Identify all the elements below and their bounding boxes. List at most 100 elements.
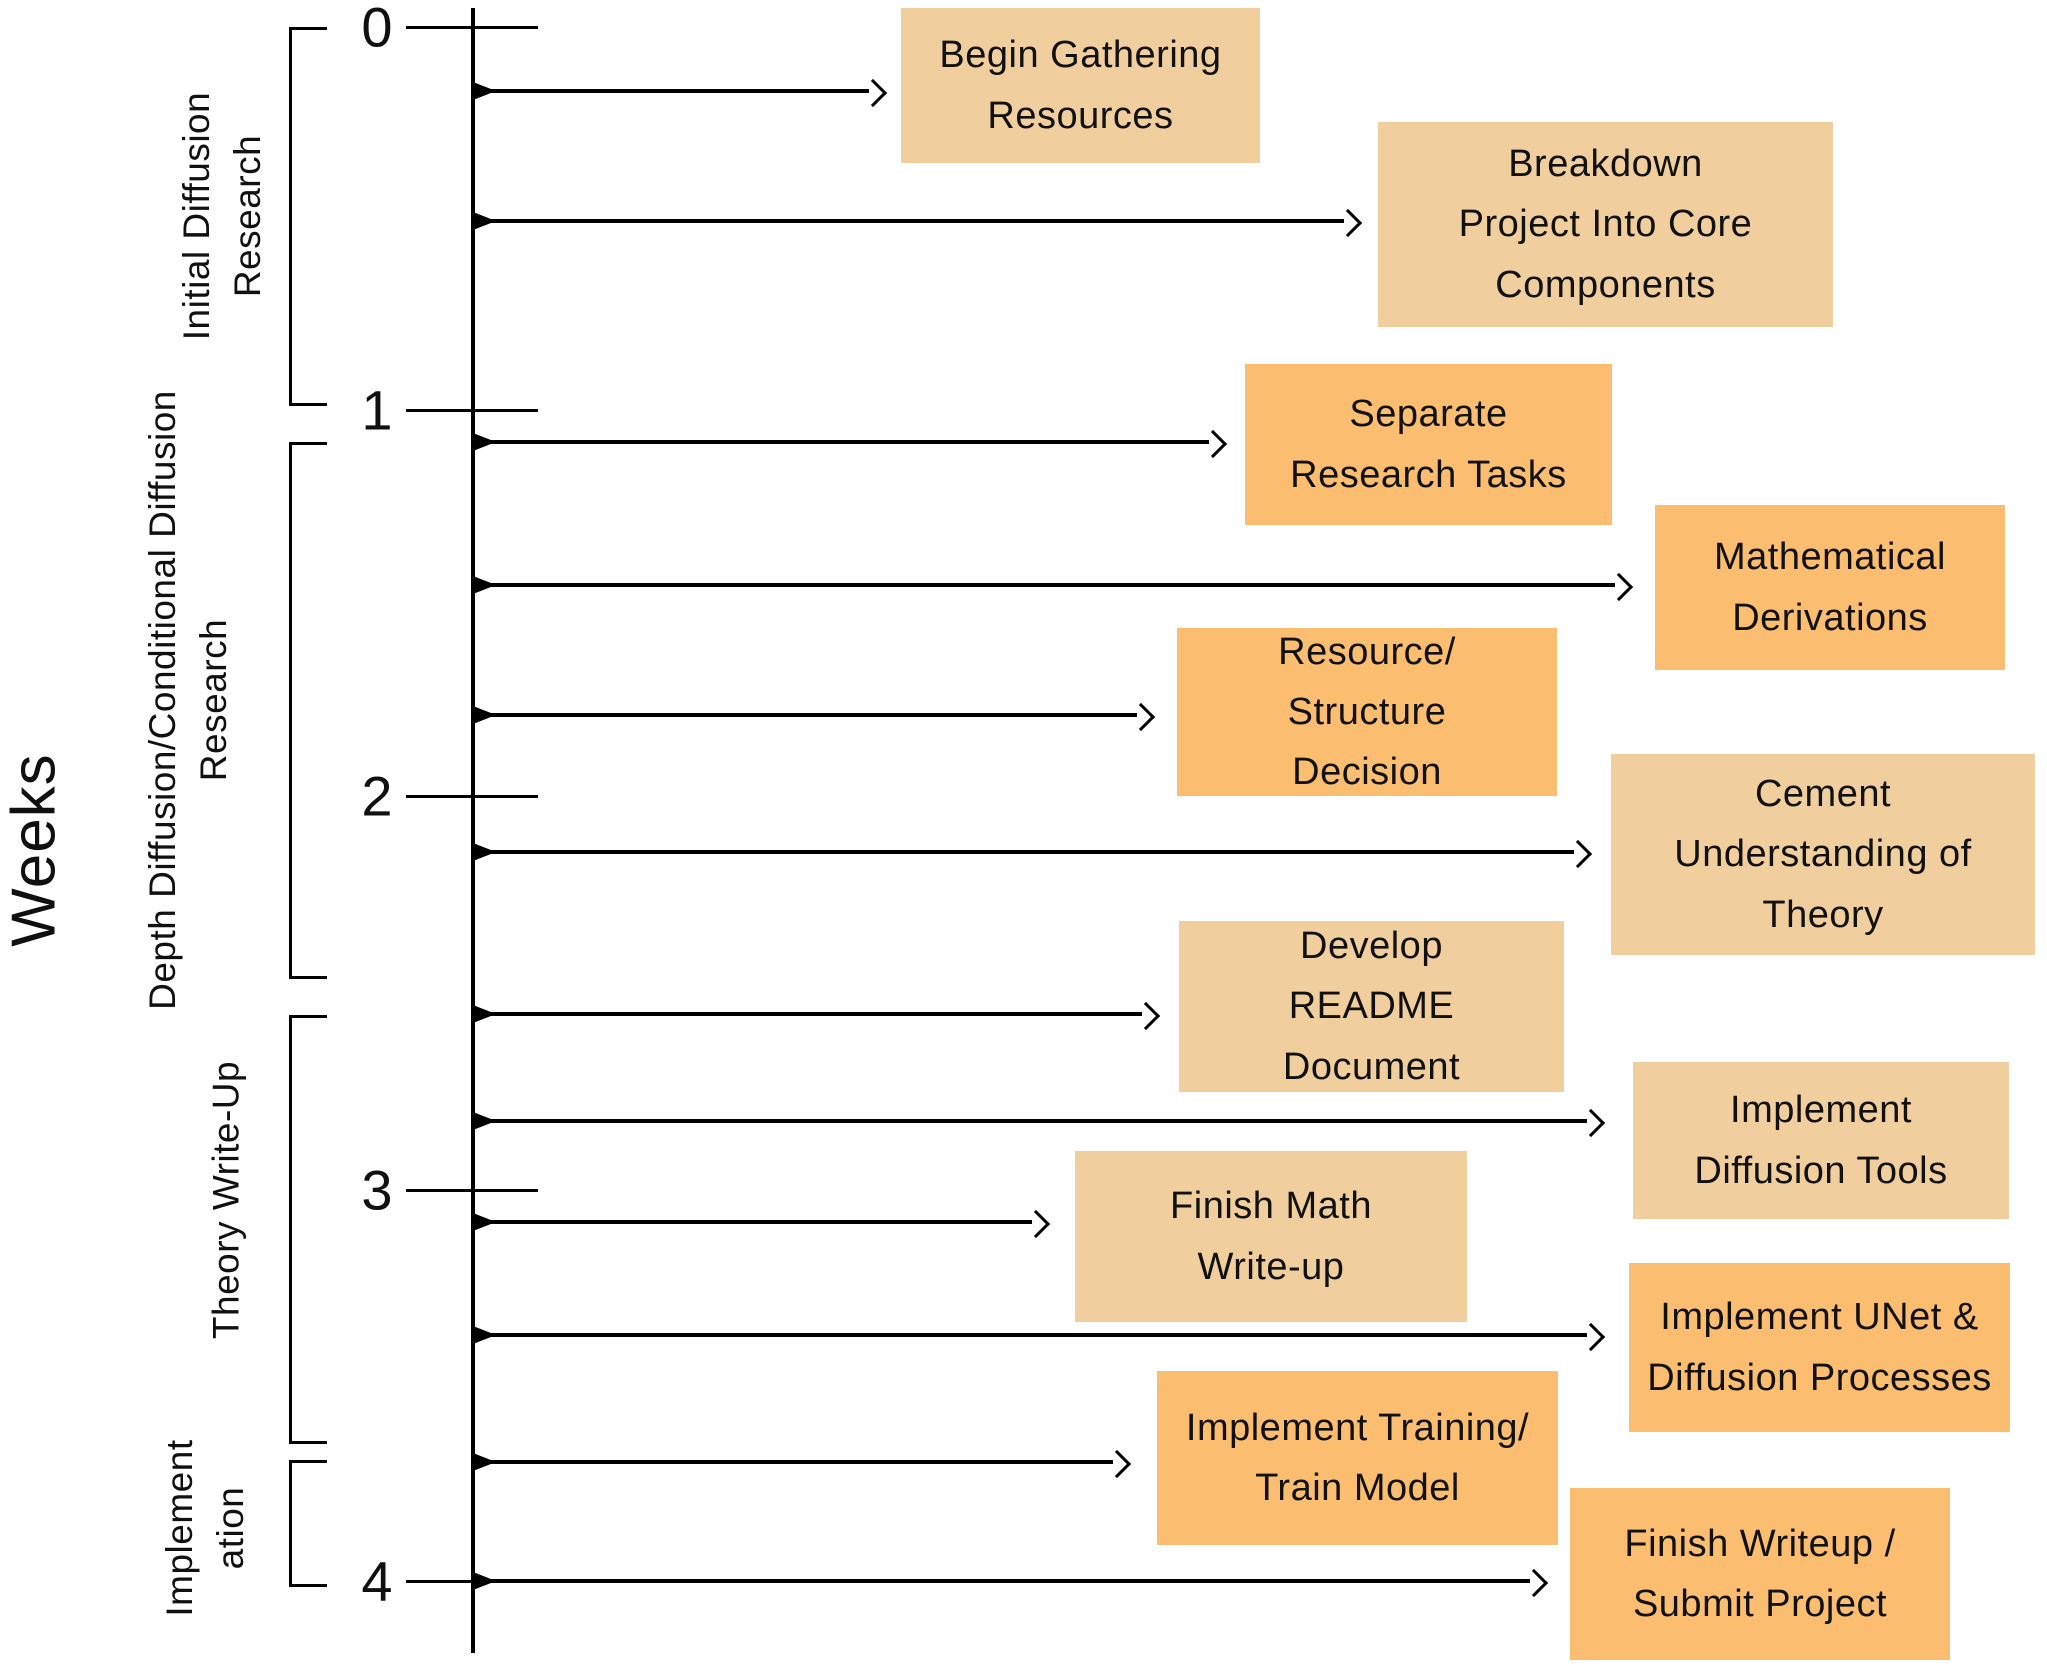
arrow-head-icon	[1131, 1001, 1161, 1030]
task-box: Finish Writeup / Submit Project	[1570, 1488, 1950, 1660]
task-box-label-line: Develop	[1300, 925, 1443, 968]
timeline-axis	[471, 8, 475, 1653]
arrow-start-marker	[473, 82, 496, 100]
week-tick-label: 1	[361, 378, 393, 442]
task-box-label-line: Components	[1495, 263, 1716, 306]
task-box-label-line: Finish Math	[1170, 1185, 1372, 1228]
arrow-head-icon	[1102, 1449, 1132, 1478]
phase-label: Initial Diffusion Research	[171, 92, 273, 340]
phase-label-line: Implement	[158, 1439, 200, 1617]
task-box-label-line: Implement	[1730, 1089, 1912, 1132]
week-tick-line	[406, 25, 538, 29]
task-box-label-line: Write-up	[1197, 1245, 1345, 1288]
task-box-label-line: Research Tasks	[1290, 453, 1567, 496]
arrow-head-icon	[1519, 1568, 1549, 1597]
task-box-label-line: Separate	[1349, 393, 1508, 436]
task-box-label-line: Finish Writeup /	[1624, 1522, 1896, 1565]
arrow-start-marker	[473, 1005, 496, 1023]
week-tick-label: 0	[361, 0, 393, 59]
task-box-label-line: Diffusion Tools	[1694, 1149, 1948, 1192]
task-box-label-line: Resources	[987, 94, 1174, 137]
task-box-label-line: Project Into Core	[1458, 203, 1753, 246]
task-arrow-line	[473, 440, 1209, 444]
arrow-head-icon	[1604, 572, 1634, 601]
phase-label: Implement ation	[154, 1439, 256, 1616]
phase-label: Depth Diffusion/Conditional Diffusion Res…	[137, 390, 239, 1010]
task-box-label-line: Document	[1282, 1045, 1461, 1088]
arrow-start-marker	[473, 1453, 496, 1471]
task-box: Breakdown Project Into Core Components	[1378, 122, 1833, 327]
task-box-label-line: Diffusion Processes	[1647, 1356, 1992, 1399]
week-tick-label: 4	[361, 1549, 393, 1613]
task-arrow-line	[473, 850, 1574, 854]
arrow-head-icon	[1126, 702, 1156, 731]
task-box-label-line: Submit Project	[1632, 1583, 1888, 1625]
task-box-label-line: Mathematical	[1714, 536, 1946, 579]
arrow-head-icon	[1333, 208, 1363, 237]
week-tick-line	[406, 1579, 538, 1583]
phase-label-line: Research	[193, 618, 234, 782]
arrow-start-marker	[473, 1326, 496, 1344]
arrow-head-icon	[1576, 1108, 1606, 1137]
phase-label-line: Theory Write-Up	[205, 1060, 247, 1340]
week-tick-line	[406, 794, 538, 798]
arrow-start-marker	[473, 212, 496, 230]
task-box: Resource/Structure Decision	[1177, 628, 1557, 796]
task-box: Separate Research Tasks	[1245, 364, 1612, 525]
arrow-head-icon	[1563, 839, 1593, 868]
task-box: Implement UNet & Diffusion Processes	[1629, 1263, 2010, 1432]
week-tick-line	[406, 1188, 538, 1192]
task-box-label-line: Theory	[1762, 893, 1884, 936]
arrow-start-marker	[473, 1112, 496, 1130]
arrow-start-marker	[473, 576, 496, 594]
task-arrow-line	[473, 1119, 1587, 1123]
arrow-head-icon	[1198, 429, 1228, 458]
weeks-axis-label: Weeks	[0, 753, 69, 947]
task-box-label-line: Breakdown	[1508, 143, 1703, 186]
arrow-start-marker	[473, 1572, 496, 1590]
arrow-head-icon	[858, 78, 888, 107]
task-arrow-line	[473, 1333, 1587, 1337]
task-box: Implement Training/Train Model	[1157, 1371, 1558, 1545]
task-box: Implement Diffusion Tools	[1633, 1062, 2009, 1219]
phase-bracket	[289, 27, 327, 406]
arrow-start-marker	[473, 706, 496, 724]
task-arrow-line	[473, 1220, 1032, 1224]
task-box-label-line: Implement Training/	[1185, 1406, 1530, 1449]
week-tick-label: 2	[361, 764, 393, 828]
arrow-start-marker	[473, 843, 496, 861]
task-box-label-line: Understanding of	[1674, 833, 1972, 876]
task-box: Mathematical Derivations	[1655, 505, 2005, 670]
task-arrow-line	[473, 713, 1137, 717]
phase-label: Theory Write-Up	[200, 1061, 251, 1339]
phase-label-line: ation	[210, 1486, 251, 1570]
phase-bracket	[289, 442, 327, 979]
phase-bracket	[289, 1015, 327, 1444]
task-box: Cement Understanding of Theory	[1611, 754, 2035, 955]
task-box-label-line: README	[1288, 985, 1455, 1028]
task-box-label-line: Train Model	[1255, 1467, 1460, 1509]
task-arrow-line	[473, 1460, 1113, 1464]
task-box-label-line: Derivations	[1732, 596, 1928, 639]
arrow-head-icon	[1021, 1209, 1051, 1238]
task-box: Begin Gathering Resources	[901, 8, 1260, 163]
task-box-label-line: Decision	[1292, 751, 1442, 794]
arrow-start-marker	[473, 433, 496, 451]
task-arrow-line	[473, 89, 869, 93]
phase-label-line: Initial Diffusion	[175, 91, 217, 341]
week-tick-label: 3	[361, 1158, 393, 1222]
task-box: Develop README Document	[1179, 921, 1564, 1092]
task-arrow-line	[473, 1579, 1530, 1583]
week-tick-line	[406, 408, 538, 412]
phase-label-line: Depth Diffusion/Conditional Diffusion	[141, 390, 183, 1010]
phase-bracket	[289, 1460, 327, 1587]
phase-label-line: Research	[227, 134, 268, 298]
task-box-label-line: Implement UNet &	[1660, 1296, 1979, 1339]
task-box-label-line: Begin Gathering	[939, 34, 1222, 77]
task-arrow-line	[473, 1012, 1142, 1016]
task-arrow-line	[473, 583, 1615, 587]
task-box-label-line: Structure	[1287, 690, 1447, 733]
arrow-head-icon	[1576, 1322, 1606, 1351]
task-box-label-line: Cement	[1754, 773, 1892, 816]
